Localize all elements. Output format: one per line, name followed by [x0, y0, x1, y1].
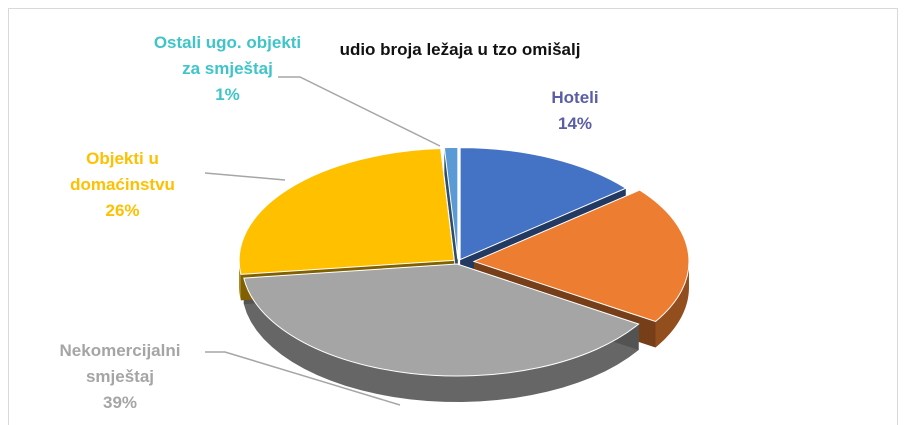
value-label: 1%	[215, 85, 240, 104]
data-label: Objekti u domaćinstvu 26%	[40, 146, 205, 224]
slice	[238, 148, 455, 275]
data-label: Hoteli 14%	[505, 85, 645, 137]
slice-side	[655, 261, 689, 348]
slice	[459, 147, 627, 261]
category-label: Ostali ugo. objekti za smještaj	[153, 33, 302, 78]
chart-title: udio broja ležaja u tzo omišalj	[339, 40, 581, 59]
leader-line	[204, 172, 286, 181]
chart-frame	[8, 8, 898, 425]
category-label: Kampovi	[556, 228, 629, 247]
slice	[443, 146, 459, 260]
category-label: Nekomercijalni smještaj	[59, 341, 181, 386]
slice-tops	[238, 146, 690, 377]
value-label: 39%	[102, 393, 138, 412]
data-label: Ostali ugo. objekti za smještaj 1%	[150, 30, 305, 108]
category-label: Objekti u domaćinstvu	[70, 149, 175, 194]
slice-face	[444, 147, 458, 286]
slice-side	[243, 278, 639, 402]
leader-line	[278, 76, 441, 147]
data-label: Nekomercijalni smještaj 39%	[30, 338, 210, 416]
leader-line	[205, 351, 401, 406]
data-label: Kampovi 20%	[530, 225, 655, 277]
value-label: 26%	[105, 201, 140, 220]
value-label: 14%	[557, 114, 593, 133]
value-label: 20%	[575, 254, 610, 273]
slice	[243, 263, 640, 377]
category-label: Hoteli	[551, 88, 599, 107]
slice	[472, 189, 690, 323]
